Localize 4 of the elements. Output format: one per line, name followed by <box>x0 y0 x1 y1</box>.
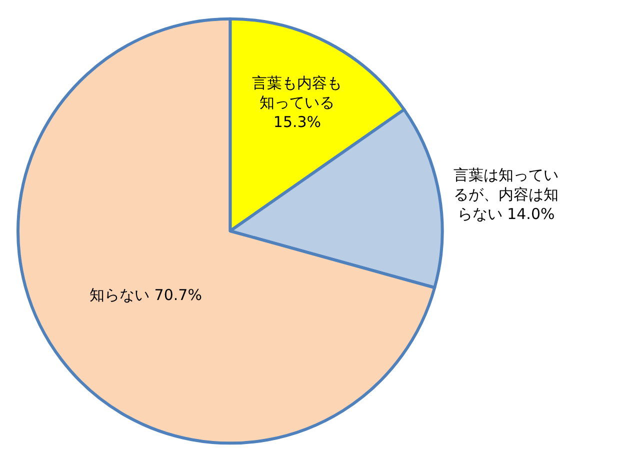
slice-label: 言葉も内容も知っている <box>252 74 342 112</box>
slice-label: 知らない 70.7% <box>90 286 202 304</box>
data-label: 15.3% <box>273 112 322 131</box>
slice-label: 言葉は知っているが、内容は知らない 14.0% <box>454 166 559 223</box>
